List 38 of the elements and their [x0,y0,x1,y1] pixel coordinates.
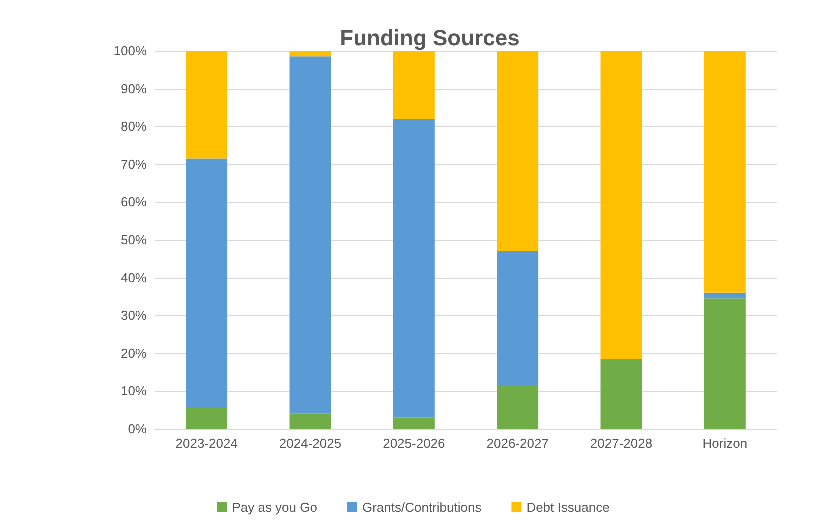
y-tick-label: 50% [120,232,148,248]
x-tick-label: 2026-2027 [486,436,549,451]
bar [186,408,228,429]
y-tick-label: 80% [120,119,148,134]
legend-label: Pay as you Go [232,500,318,515]
bar [290,56,332,414]
bar [290,51,332,57]
x-tick-label: 2024-2025 [279,436,342,451]
bar [704,51,746,293]
bar [497,386,539,429]
y-tick-label: 70% [120,156,148,172]
x-tick-label: Horizon [702,436,748,451]
bar [393,418,435,429]
bar [186,158,228,408]
y-tick-label: 40% [120,270,148,286]
bar [393,51,435,120]
y-tick-label: 20% [120,346,148,361]
y-tick-label: 0% [128,422,148,436]
y-tick-label: 10% [120,384,148,399]
bar [186,51,228,159]
bar [600,359,642,429]
y-tick-label: 30% [120,308,148,324]
x-tick-label: 2025-2026 [383,436,446,451]
bar [290,414,332,429]
bar [704,292,746,299]
legend-label: Debt Issuance [526,500,610,515]
bar [704,298,746,429]
bar [600,51,642,360]
bar [393,119,435,418]
chart-title: Funding Sources [340,26,520,50]
x-tick-label: 2023-2024 [176,436,238,451]
legend-label: Grants/Contributions [362,500,482,515]
x-tick-label: 2027-2028 [590,436,653,451]
y-tick-label: 60% [120,194,148,210]
y-tick-label: 100% [114,44,148,58]
bar [497,51,539,252]
bar [497,251,539,386]
y-tick-label: 90% [120,81,148,96]
